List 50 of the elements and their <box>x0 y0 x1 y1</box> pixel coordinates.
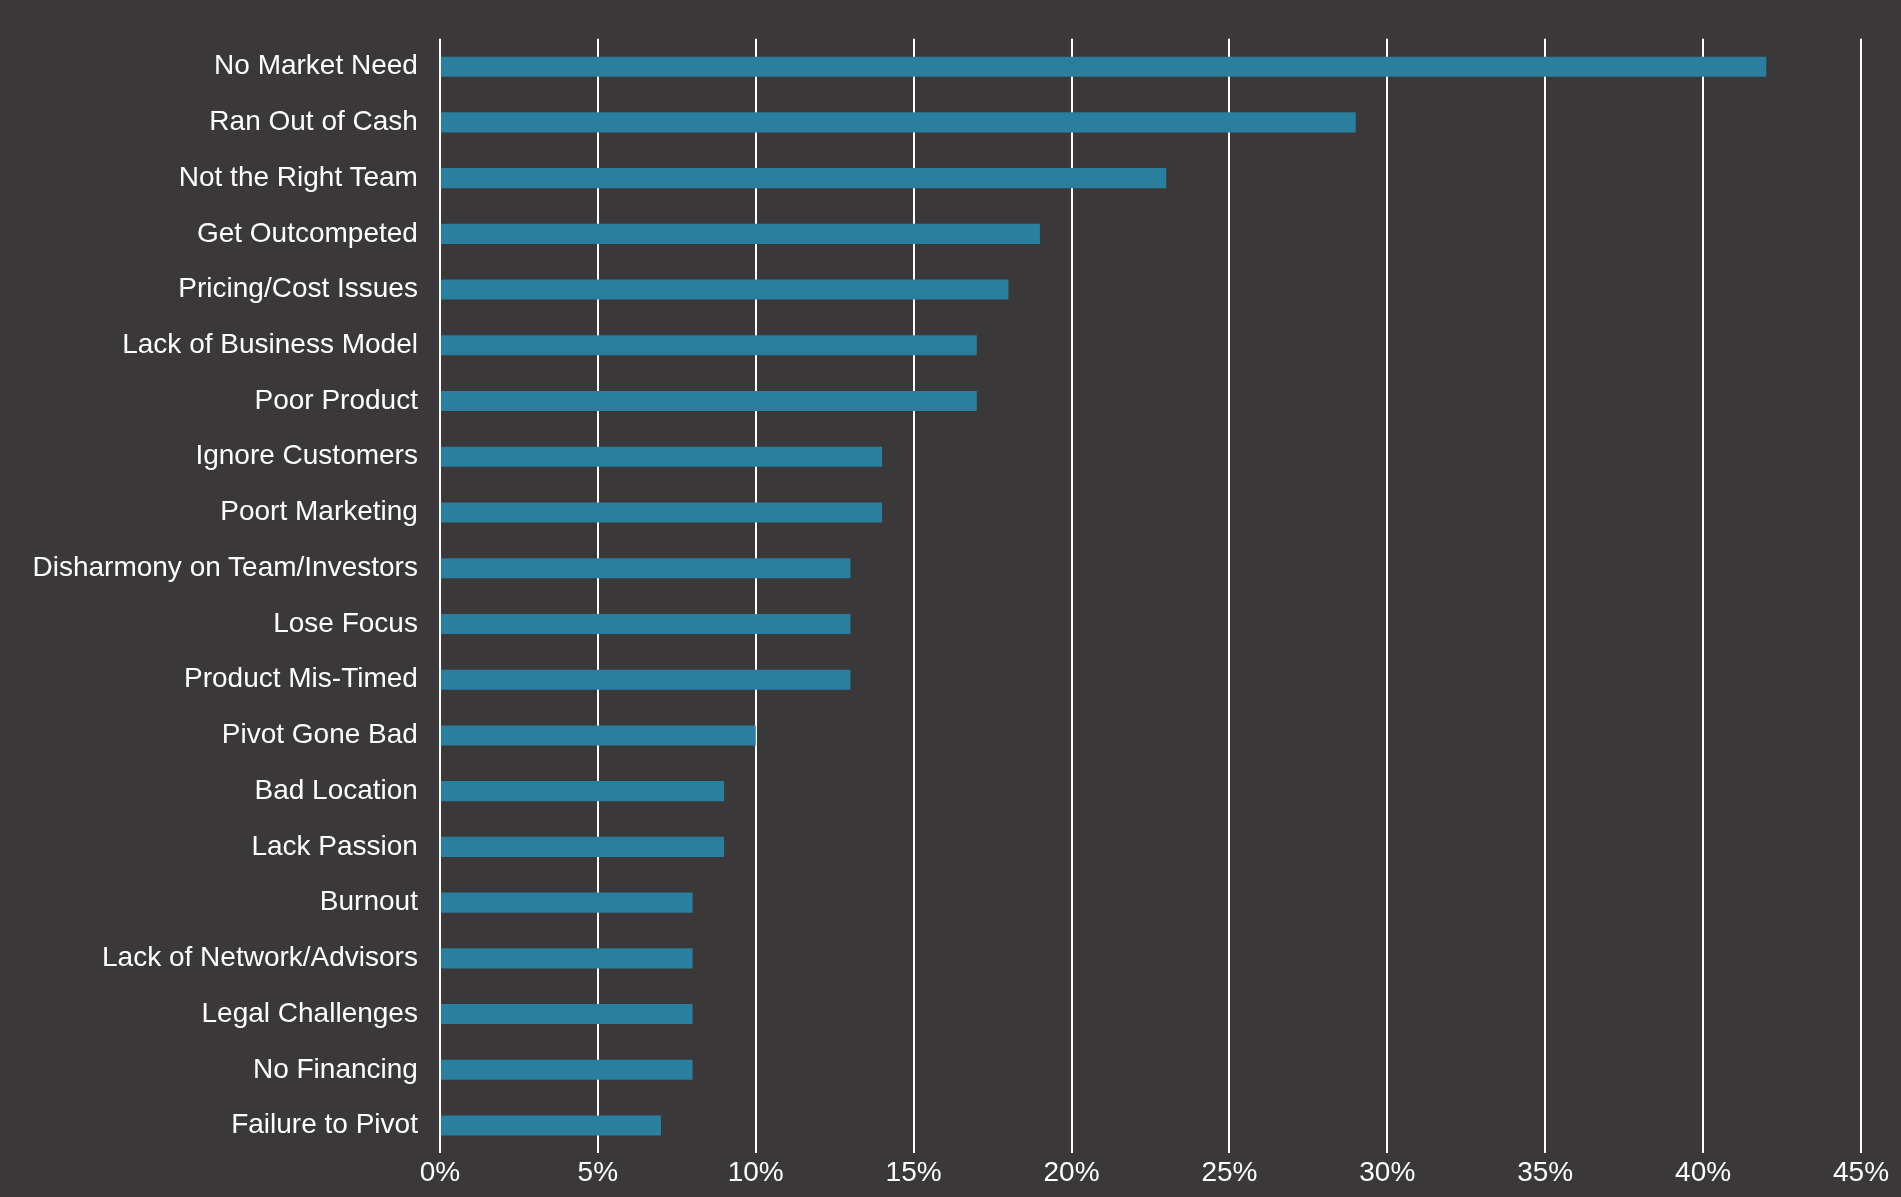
y-tick-label: Burnout <box>319 885 419 917</box>
y-tick-label: Pivot Gone Bad <box>221 718 418 750</box>
bar <box>440 446 883 467</box>
y-tick-label: Lack of Business Model <box>122 328 418 360</box>
y-tick-label: Failure to Pivot <box>231 1108 419 1140</box>
y-tick-label: Ignore Customers <box>195 439 418 471</box>
bar <box>440 112 1356 133</box>
x-tick-label: 20% <box>1043 1155 1100 1187</box>
y-tick-label: Lose Focus <box>273 606 418 638</box>
x-tick-label: 45% <box>1832 1155 1890 1187</box>
bar <box>440 502 883 523</box>
y-tick-label: Lack Passion <box>251 829 418 861</box>
y-tick-label: Product Mis-Timed <box>184 662 418 694</box>
bar <box>440 613 851 634</box>
bar <box>440 1059 693 1080</box>
bar <box>440 558 851 579</box>
x-tick-label: 35% <box>1517 1155 1574 1187</box>
x-tick-label: 40% <box>1675 1155 1732 1187</box>
x-tick-label: 5% <box>577 1155 619 1187</box>
y-tick-label: Disharmony on Team/Investors <box>32 550 418 582</box>
x-tick-label: 0% <box>419 1155 461 1187</box>
x-tick-label: 15% <box>885 1155 942 1187</box>
bar <box>440 279 1009 300</box>
y-tick-label: Poor Product <box>254 383 419 415</box>
y-tick-label: No Market Need <box>214 49 418 81</box>
bar <box>440 1115 661 1136</box>
y-tick-label: Ran Out of Cash <box>209 105 418 137</box>
y-tick-label: Pricing/Cost Issues <box>178 272 418 304</box>
bar <box>440 836 725 857</box>
y-tick-label: Lack of Network/Advisors <box>102 941 418 973</box>
bar <box>440 223 1040 244</box>
bar <box>440 725 756 746</box>
x-tick-label: 30% <box>1359 1155 1416 1187</box>
y-tick-label: Get Outcompeted <box>196 216 418 248</box>
x-tick-label: 25% <box>1201 1155 1258 1187</box>
bar <box>440 168 1167 189</box>
bar <box>440 948 693 969</box>
y-tick-label: No Financing <box>252 1052 418 1084</box>
bar <box>440 892 693 913</box>
y-tick-label: Not the Right Team <box>178 160 418 192</box>
bar <box>440 391 977 412</box>
bar <box>440 56 1767 77</box>
bar <box>440 335 977 356</box>
bar <box>440 781 725 802</box>
bar <box>440 669 851 690</box>
x-tick-label: 10% <box>727 1155 784 1187</box>
y-tick-label: Bad Location <box>254 773 418 805</box>
y-tick-label: Poort Marketing <box>220 495 418 527</box>
y-tick-label: Legal Challenges <box>201 996 418 1028</box>
bar <box>440 1004 693 1025</box>
